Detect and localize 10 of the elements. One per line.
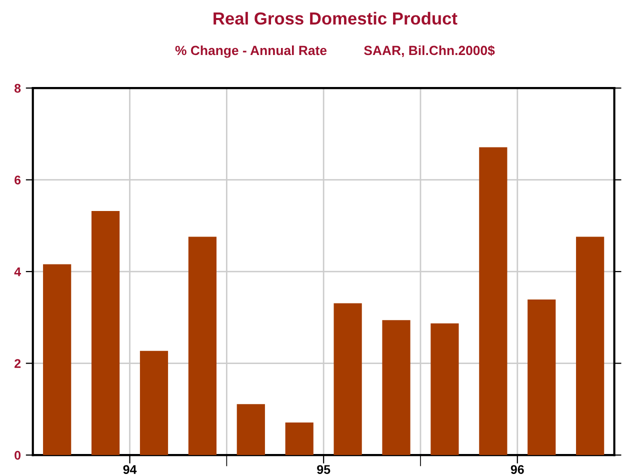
x-tick-label: 94 xyxy=(123,465,137,474)
y-tick-label: 0 xyxy=(14,450,21,460)
x-tick-label: 96 xyxy=(510,465,524,474)
x-tick-label: 95 xyxy=(317,465,330,474)
y-tick-label: 2 xyxy=(14,359,21,368)
chart-title: Real Gross Domestic Product xyxy=(214,12,458,25)
y-tick-label: 6 xyxy=(14,176,21,184)
chart-subtitle: % Change - Annual Rate SAAR, Bil.Chn.2000$ xyxy=(175,45,495,58)
y-tick-label: 4 xyxy=(14,267,21,276)
y-tick-label: 8 xyxy=(14,84,21,93)
